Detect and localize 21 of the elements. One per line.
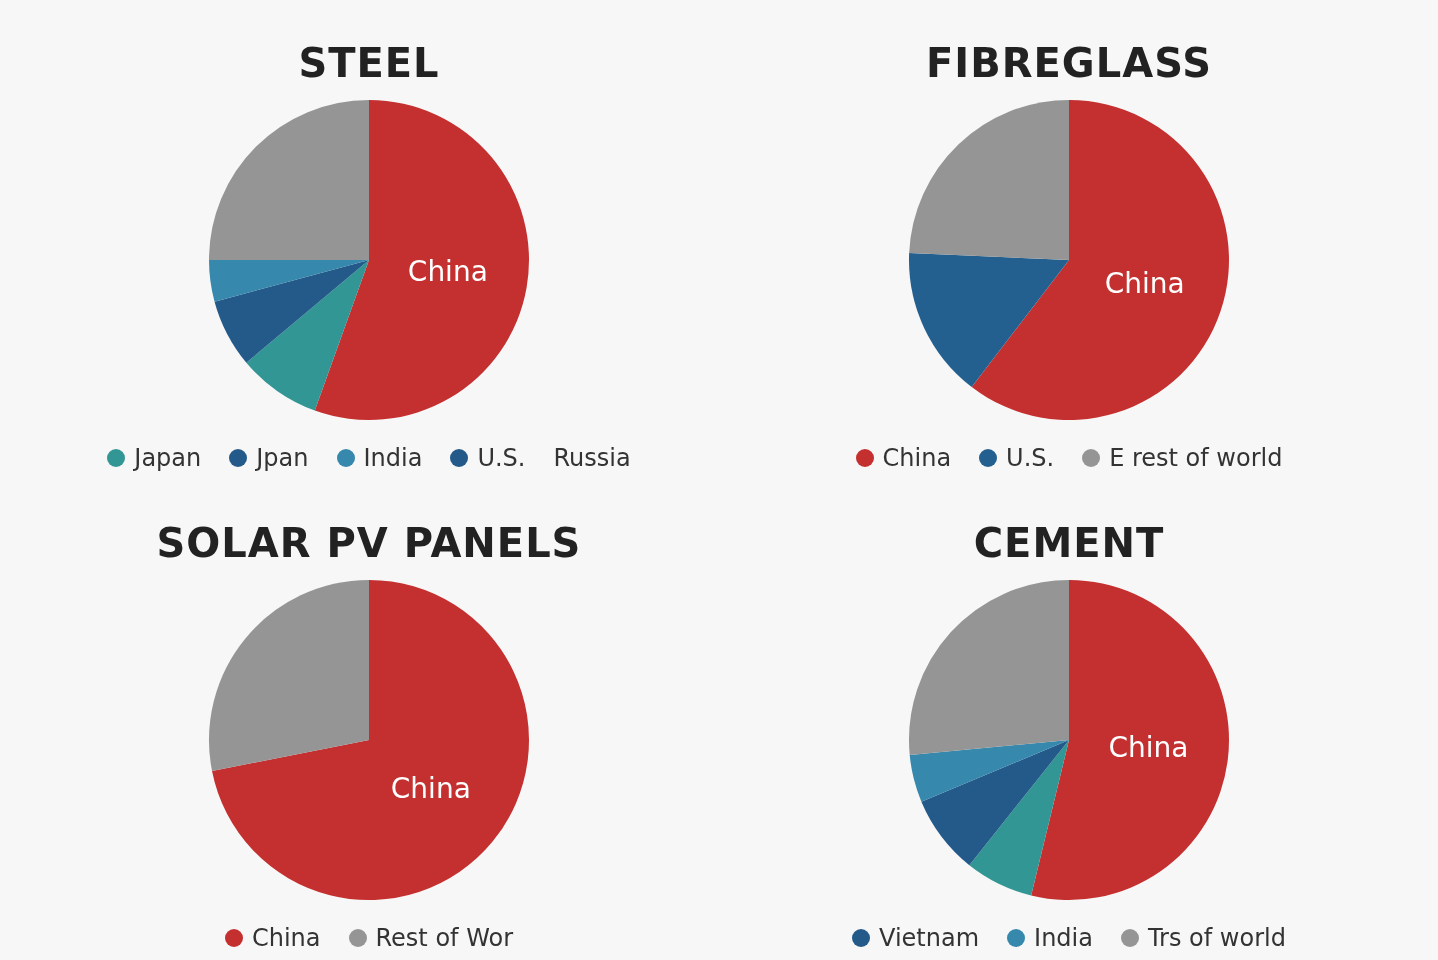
legend-label: Trs of world bbox=[1147, 924, 1286, 952]
chart-title: STEEL bbox=[298, 40, 440, 88]
legend-label: U.S. bbox=[1006, 444, 1055, 472]
legend-label: China bbox=[882, 444, 952, 472]
text: China bbox=[1104, 266, 1185, 300]
text: Russia bbox=[553, 444, 631, 472]
text: China bbox=[407, 255, 488, 289]
legend-label: Vietnam bbox=[879, 924, 980, 952]
chart-title: SOLAR PV PANELS bbox=[156, 520, 582, 568]
legend-label: Japan bbox=[134, 444, 202, 472]
legend-label: U.S. bbox=[477, 444, 526, 472]
text: China bbox=[1108, 730, 1189, 764]
legend-label: India bbox=[363, 444, 423, 472]
legend-label: E rest of world bbox=[1109, 444, 1283, 472]
legend-label: Jpan bbox=[256, 444, 309, 472]
text: China bbox=[390, 772, 471, 806]
legend-label: India bbox=[1034, 924, 1093, 952]
legend-label: Rest of Wor bbox=[375, 924, 514, 952]
legend-label: China bbox=[251, 924, 321, 952]
chart-title: CEMENT bbox=[973, 520, 1165, 568]
chart-title: FIBREGLASS bbox=[926, 40, 1212, 88]
